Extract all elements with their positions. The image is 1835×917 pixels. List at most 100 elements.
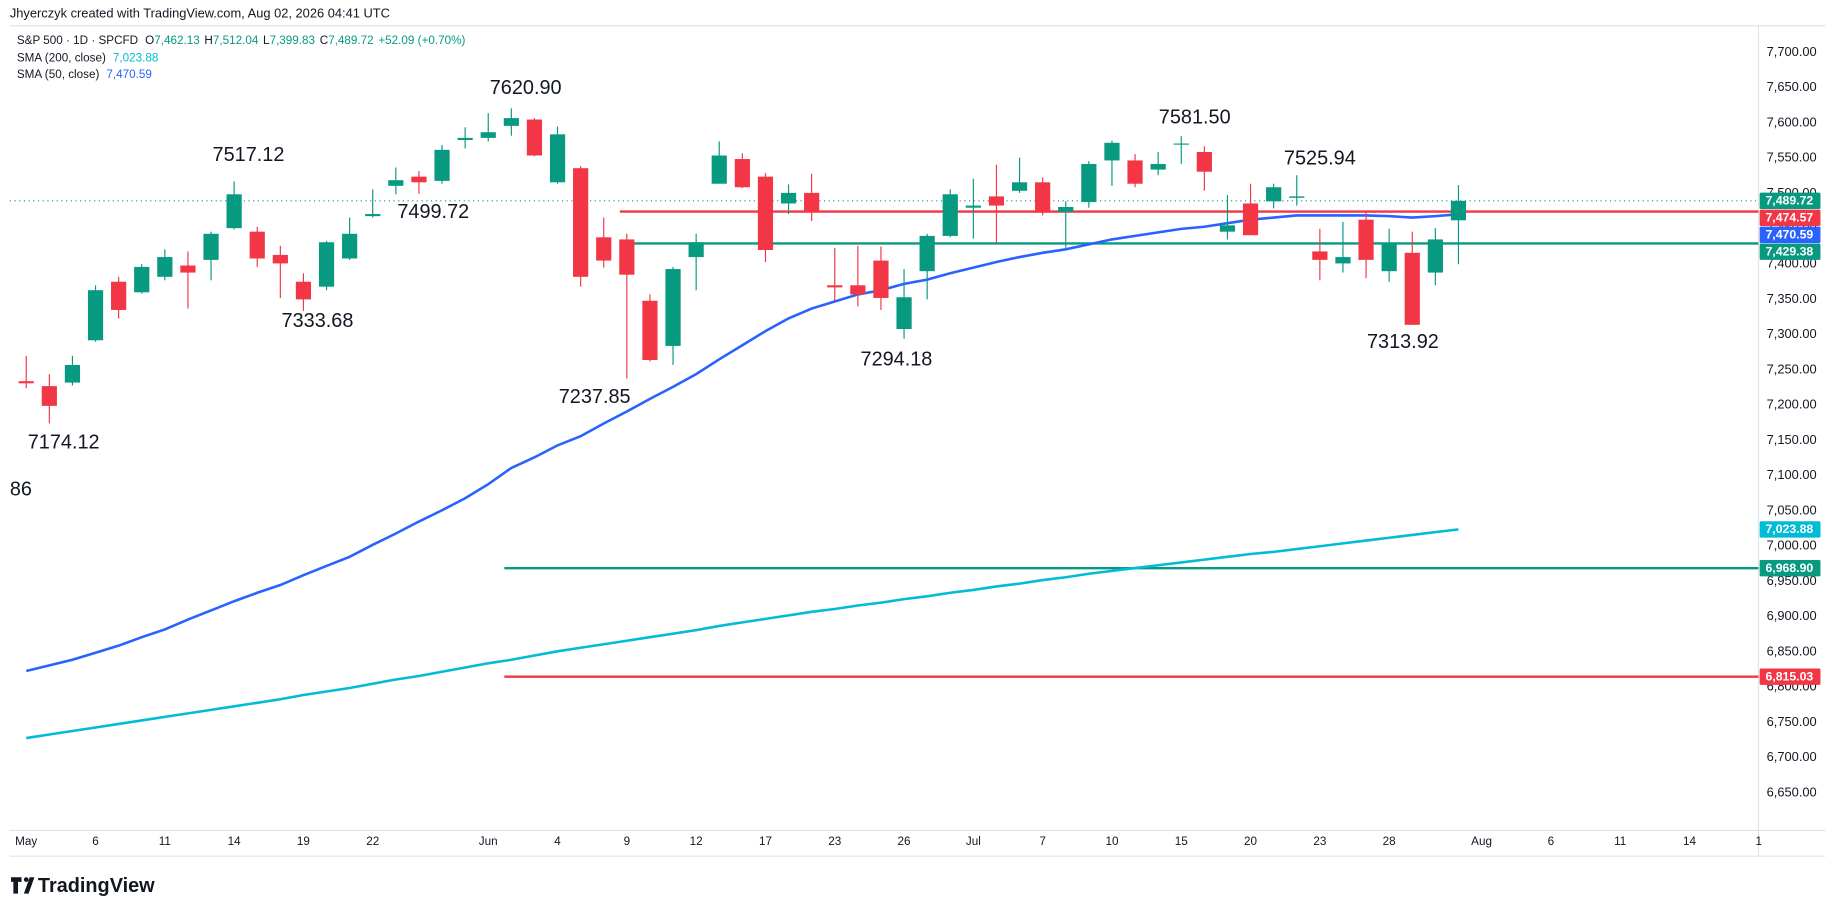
ohlc-key: L — [263, 34, 270, 47]
candle-body — [295, 281, 312, 300]
y-tick-label: 7,000.00 — [1767, 538, 1817, 553]
candle-body — [734, 159, 750, 188]
candle-body — [388, 180, 404, 186]
ohlc-key: C — [320, 34, 328, 47]
x-tick-label: 19 — [297, 835, 310, 848]
candle-body — [457, 137, 473, 140]
candle-body — [896, 297, 912, 329]
price-annotation: 7620.90 — [490, 77, 562, 99]
candle-body — [1127, 160, 1143, 184]
price-tag — [1759, 243, 1821, 260]
price-tag-label: 6,968.90 — [1765, 561, 1813, 575]
x-tick-label: 6 — [92, 835, 99, 848]
candle-body — [850, 285, 866, 295]
candle-body — [827, 285, 843, 288]
y-tick-label: 7,100.00 — [1767, 467, 1817, 482]
x-tick-label: 6 — [1548, 835, 1555, 848]
candle-body — [1011, 182, 1028, 191]
x-tick-label: 14 — [1683, 835, 1697, 848]
x-tick-label: 9 — [624, 835, 631, 848]
x-tick-label: Jun — [479, 835, 498, 848]
x-tick-label: May — [15, 835, 37, 848]
x-tick-label: 23 — [1313, 835, 1326, 848]
price-tag — [1759, 559, 1821, 577]
candle-body — [480, 132, 496, 138]
legend-entry: SMA (50, close) 7,470.59 — [17, 68, 152, 81]
ohlc-value: 7,489.72 — [328, 34, 374, 47]
candle-body — [1150, 163, 1166, 170]
candle-body — [1335, 257, 1351, 264]
candle-body — [1081, 163, 1097, 203]
candle-body — [503, 118, 519, 126]
candle-body — [157, 257, 173, 277]
x-tick-label: 22 — [366, 835, 379, 848]
candle-body — [41, 386, 57, 406]
y-tick-label: 7,150.00 — [1767, 432, 1817, 447]
sma-line — [25, 213, 1459, 673]
y-tick-label: 6,650.00 — [1767, 784, 1817, 799]
candle-body — [1219, 225, 1236, 232]
candle-body — [665, 269, 681, 346]
price-tag-label: 7,023.88 — [1765, 522, 1813, 536]
credit: Jhyerczyk created with TradingView.com, … — [10, 5, 390, 20]
price-annotation: 7174.12 — [28, 432, 100, 454]
legend-value: 7,470.59 — [106, 68, 152, 81]
legend-name: SMA (200, close) — [17, 52, 106, 65]
candle-body — [1266, 187, 1282, 202]
price-tag-label: 7,470.59 — [1765, 228, 1813, 242]
y-tick-label: 7,700.00 — [1767, 44, 1817, 59]
candle-body — [1358, 219, 1374, 260]
y-tick-label: 7,350.00 — [1767, 291, 1817, 306]
ohlc-key: H — [204, 34, 212, 47]
candle-body — [711, 155, 727, 184]
price-annotation: 7313.92 — [1367, 331, 1439, 353]
logo-dot — [23, 877, 29, 882]
x-tick-label: Jul — [966, 835, 981, 848]
brand-logo — [11, 877, 35, 894]
candle-body — [919, 235, 935, 272]
ohlc-value: 7,512.04 — [213, 34, 259, 47]
symbol: S&P 500 · 1D · SPCFD — [17, 34, 138, 47]
y-tick-label: 6,700.00 — [1767, 749, 1817, 764]
price-annotation: 7517.12 — [213, 144, 285, 166]
y-tick-label: 6,850.00 — [1767, 643, 1817, 658]
price-annotation: 86 — [10, 478, 32, 500]
candle-body — [1289, 196, 1305, 198]
y-tick-label: 6,750.00 — [1767, 714, 1817, 729]
candle-body — [942, 194, 958, 236]
y-tick-label: 7,050.00 — [1767, 502, 1817, 517]
legend-entry: SMA (200, close) 7,023.88 — [17, 52, 159, 65]
candle-body — [988, 196, 1005, 206]
x-tick-label: 23 — [828, 835, 841, 848]
x-tick-label: 17 — [759, 835, 772, 848]
x-tick-label: 10 — [1105, 835, 1119, 848]
x-tick-label: 28 — [1383, 835, 1396, 848]
ohlc-value: 7,399.83 — [270, 34, 316, 47]
candle-body — [873, 260, 889, 298]
candle-body — [780, 192, 797, 204]
legend-name: SMA (50, close) — [17, 68, 100, 81]
price-tag-label: 7,429.38 — [1765, 245, 1813, 259]
price-tag — [1759, 521, 1821, 538]
ohlc-value: 7,462.13 — [154, 34, 199, 47]
legend-symbol: S&P 500 · 1D · SPCFD O7,462.13 H7,512.04 L7… — [17, 34, 466, 47]
y-tick-label: 7,650.00 — [1767, 79, 1817, 94]
price-tag — [1759, 209, 1821, 226]
candle-body — [318, 242, 335, 287]
candle-body — [1035, 182, 1051, 213]
x-tick-label: 1 — [1756, 835, 1763, 848]
candle-body — [111, 281, 127, 310]
x-tick-label: 26 — [898, 835, 911, 848]
candle-body — [1450, 200, 1467, 221]
sma-line — [26, 528, 1459, 740]
price-tag-label: 7,489.72 — [1765, 194, 1813, 208]
candle-body — [249, 231, 265, 259]
candle-body — [1104, 142, 1120, 161]
candle-body — [596, 237, 612, 261]
candle-body — [434, 149, 450, 181]
y-tick-label: 6,900.00 — [1767, 608, 1817, 623]
price-annotation: 7525.94 — [1284, 147, 1356, 169]
y-tick-label: 6,950.00 — [1767, 573, 1817, 588]
